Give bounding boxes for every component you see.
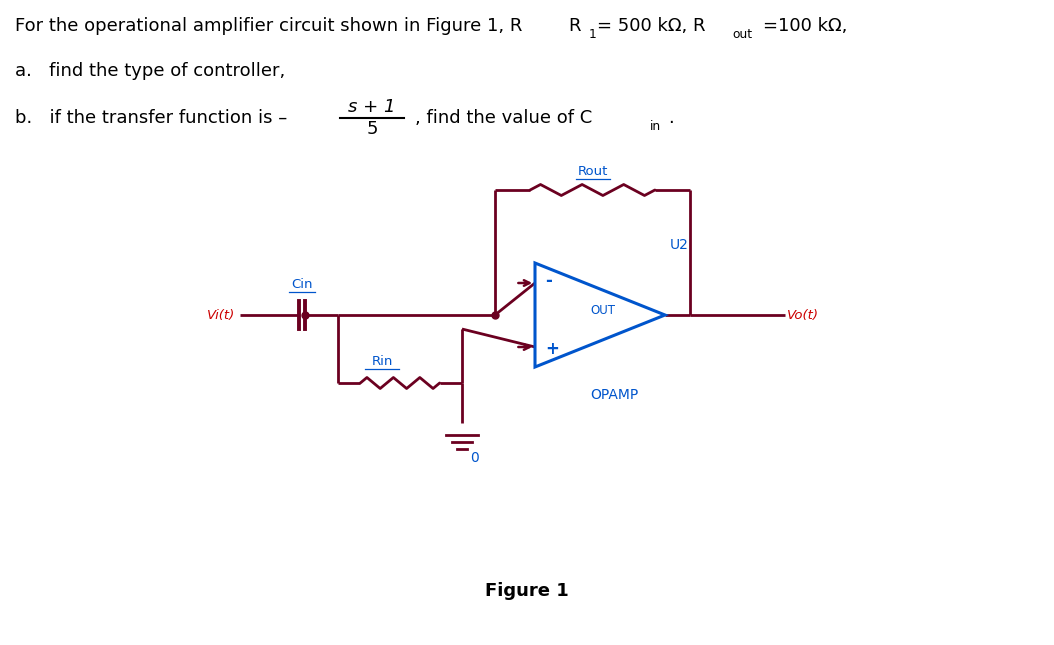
Text: OUT: OUT	[590, 304, 614, 317]
Text: Rout: Rout	[578, 165, 608, 178]
Text: Cin: Cin	[291, 278, 313, 291]
Text: -: -	[545, 272, 552, 290]
Text: Figure 1: Figure 1	[485, 582, 569, 600]
Text: 1: 1	[589, 28, 597, 41]
Text: , find the value of C: , find the value of C	[415, 109, 592, 127]
Text: =100 kΩ,: =100 kΩ,	[763, 17, 847, 35]
Text: 0: 0	[470, 451, 479, 465]
Text: a.   find the type of controller,: a. find the type of controller,	[15, 62, 286, 80]
Text: +: +	[545, 340, 559, 358]
Text: = 500 kΩ, R: = 500 kΩ, R	[597, 17, 705, 35]
Text: b.   if the transfer function is –: b. if the transfer function is –	[15, 109, 293, 127]
Text: Vi(t): Vi(t)	[207, 308, 235, 321]
Text: in: in	[650, 120, 661, 133]
Text: Vo(t): Vo(t)	[787, 308, 819, 321]
Text: 5: 5	[366, 120, 377, 138]
Text: U2: U2	[670, 238, 689, 252]
Text: Rin: Rin	[371, 355, 393, 368]
Text: out: out	[731, 28, 753, 41]
Text: s + 1: s + 1	[348, 98, 395, 116]
Text: .: .	[668, 109, 674, 127]
Text: R: R	[568, 17, 581, 35]
Text: For the operational amplifier circuit shown in Figure 1, R: For the operational amplifier circuit sh…	[15, 17, 523, 35]
Text: OPAMP: OPAMP	[590, 388, 639, 402]
